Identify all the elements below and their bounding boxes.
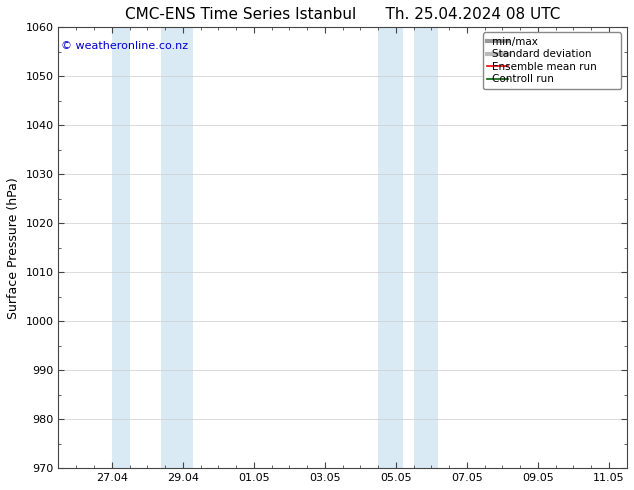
Legend: min/max, Standard deviation, Ensemble mean run, Controll run: min/max, Standard deviation, Ensemble me… — [483, 32, 621, 89]
Bar — [378, 27, 403, 468]
Title: CMC-ENS Time Series Istanbul      Th. 25.04.2024 08 UTC: CMC-ENS Time Series Istanbul Th. 25.04.2… — [125, 7, 560, 22]
Text: © weatheronline.co.nz: © weatheronline.co.nz — [61, 41, 188, 50]
Bar — [112, 27, 129, 468]
Y-axis label: Surface Pressure (hPa): Surface Pressure (hPa) — [7, 177, 20, 318]
Bar — [413, 27, 438, 468]
Bar — [162, 27, 193, 468]
